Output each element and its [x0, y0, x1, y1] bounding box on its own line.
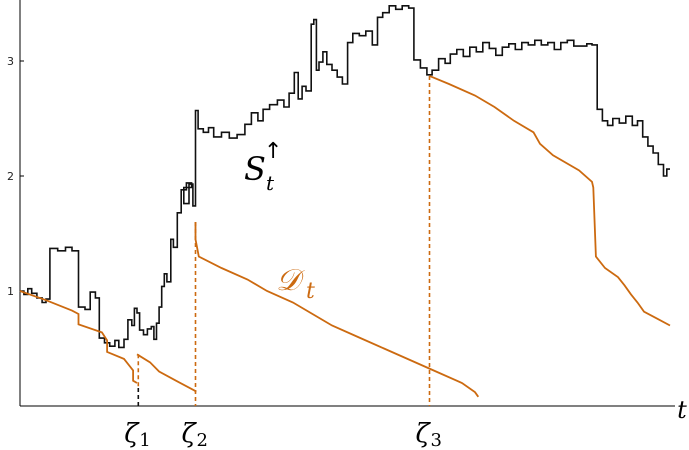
zeta-label-1: ζ [124, 419, 140, 449]
series-label-S-sub: t [266, 171, 275, 195]
series-line-S [20, 5, 670, 349]
zeta-subscript-2: 2 [197, 430, 208, 450]
series-label-D: 𝒟 [276, 263, 305, 298]
zeta-label-3: ζ [416, 419, 432, 449]
y-tick-label: 2 [7, 170, 14, 183]
zeta-label-2: ζ [182, 419, 198, 449]
zeta-subscript-1: 1 [139, 430, 150, 450]
zeta-subscript-3: 3 [431, 430, 442, 450]
y-tick-label: 1 [7, 285, 14, 298]
series-label-S: S [244, 150, 266, 188]
x-axis-label: t [677, 396, 687, 424]
series-label-D-sub: t [306, 279, 315, 304]
series-label-S-sup: ↑ [264, 139, 282, 164]
series-line-D [19, 75, 671, 398]
y-tick-label: 3 [7, 55, 14, 68]
